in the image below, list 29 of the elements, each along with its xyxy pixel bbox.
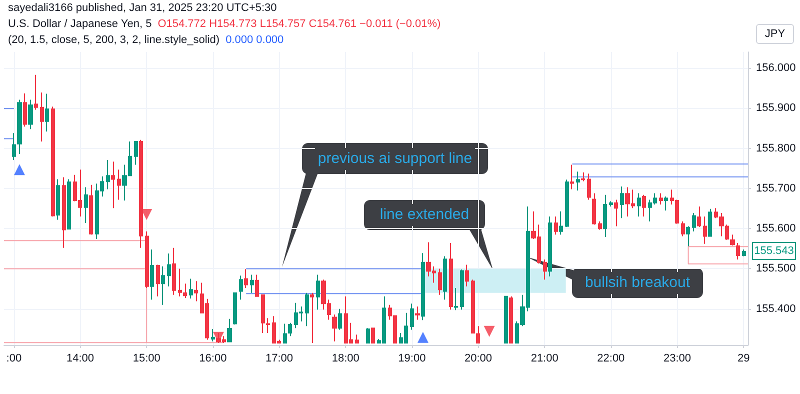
y-tick-label: 155.400 [756,302,796,315]
x-tick-label: 29 [737,352,750,364]
chart-subtitle: (20, 1.5, close, 5, 200, 3, 2, line.style_solid) [8,34,220,46]
text: sayedali3166 published, Jan 31, 2025 23:20 UTC+5:30 [8,2,277,14]
y-tick-label: 156.000 [756,62,796,74]
y-tick-label: 155.500 [756,262,796,275]
y-tick-label: 155.700 [756,182,796,194]
x-tick-label: 21:00 [530,352,558,364]
y-tick-label: 155.900 [756,102,796,114]
y-tick-label: 155.800 [756,142,796,154]
y-tick-label: 155.600 [756,222,796,235]
x-tick-label: 22:00 [597,352,625,364]
x-tick-label: 23:00 [663,352,692,364]
x-tick-label: 19:00 [398,352,426,364]
x-tick-label: 16:00 [199,352,227,364]
chart-title: U.S. Dollar / Japanese Yen, 5 [8,18,152,30]
annotation: line extended [376,204,472,226]
annotation: previous ai support line [314,148,476,170]
x-tick-label: 15:00 [132,352,160,364]
annotation: 155.543 [752,242,796,260]
x-tick-label: :00 [6,352,22,364]
y-axis-title: JPY [756,24,794,44]
x-tick-label: 18:00 [332,352,360,364]
x-tick-label: 14:00 [66,352,94,364]
x-tick-label: 17:00 [266,352,294,364]
annotation: bullsih breakout [582,272,694,294]
x-tick-label: 20:00 [464,352,492,364]
text: 0.000 0.000 [226,34,284,46]
text: O154.772 H154.773 L154.757 C154.761 −0.011 (−0.01%) [158,18,441,30]
